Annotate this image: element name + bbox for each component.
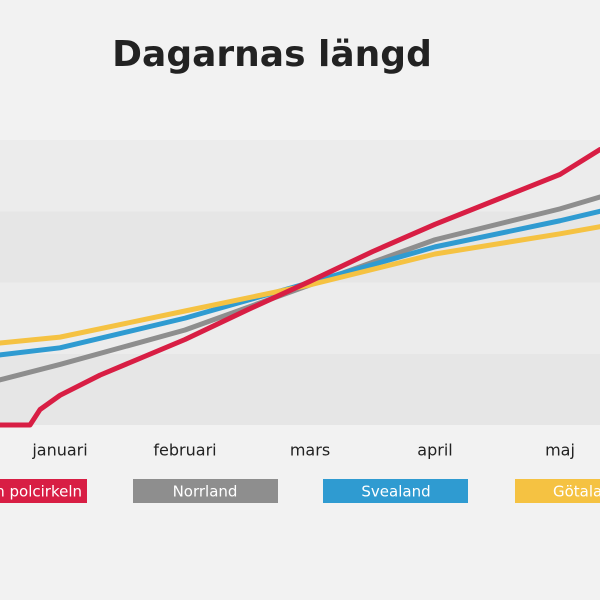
x-tick-label: januari [31, 441, 87, 460]
legend-swatch [515, 479, 600, 503]
plot [0, 147, 600, 428]
legend-swatch [133, 479, 278, 503]
legend-label: Svealand [361, 483, 430, 501]
legend-label: Norrland [173, 483, 238, 501]
x-tick-label: februari [153, 441, 216, 460]
chart-title: Dagarnas längd [112, 34, 432, 75]
line-series [0, 224, 600, 346]
legend-label: n polcirkeln [0, 483, 82, 501]
legend-label: Götala [553, 483, 600, 501]
x-axis: januari februari mars april maj [31, 441, 575, 460]
x-tick-label: maj [545, 441, 575, 460]
line-series [0, 147, 600, 428]
legend-swatch [0, 479, 87, 503]
legend-swatch [323, 479, 468, 503]
legend: n polcirkeln Norrland Svealand Götala [0, 479, 600, 503]
grid-band [0, 353, 600, 425]
x-tick-label: mars [290, 441, 330, 460]
grid-band [0, 140, 600, 212]
x-tick-label: april [417, 441, 452, 460]
grid-band [0, 282, 600, 354]
